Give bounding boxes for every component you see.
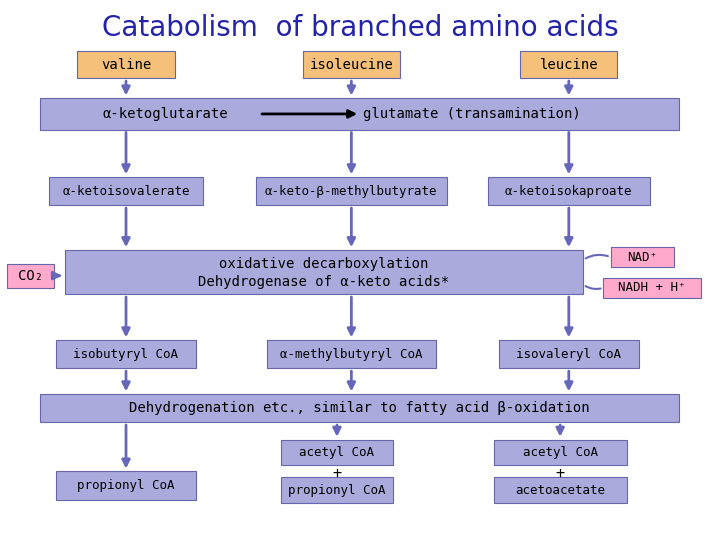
FancyBboxPatch shape bbox=[488, 177, 649, 205]
Text: α-methylbutyryl CoA: α-methylbutyryl CoA bbox=[280, 348, 423, 361]
FancyBboxPatch shape bbox=[521, 51, 618, 78]
Text: +: + bbox=[556, 465, 564, 481]
FancyBboxPatch shape bbox=[40, 98, 679, 130]
FancyBboxPatch shape bbox=[282, 477, 393, 503]
Text: α-ketoisovalerate: α-ketoisovalerate bbox=[62, 185, 190, 198]
Text: isoleucine: isoleucine bbox=[310, 58, 393, 72]
Text: oxidative decarboxylation: oxidative decarboxylation bbox=[220, 257, 428, 271]
Text: valine: valine bbox=[101, 58, 151, 72]
FancyBboxPatch shape bbox=[611, 247, 674, 267]
FancyBboxPatch shape bbox=[282, 440, 393, 465]
Text: NAD⁺: NAD⁺ bbox=[627, 251, 657, 264]
Text: Catabolism  of branched amino acids: Catabolism of branched amino acids bbox=[102, 14, 618, 42]
FancyBboxPatch shape bbox=[498, 340, 639, 368]
Text: glutamate (transamination): glutamate (transamination) bbox=[363, 107, 580, 121]
Text: propionyl CoA: propionyl CoA bbox=[77, 479, 175, 492]
Text: Dehydrogenase of α-keto acids*: Dehydrogenase of α-keto acids* bbox=[199, 275, 449, 289]
FancyBboxPatch shape bbox=[603, 278, 701, 298]
FancyBboxPatch shape bbox=[40, 394, 679, 422]
FancyBboxPatch shape bbox=[494, 477, 626, 503]
FancyBboxPatch shape bbox=[494, 440, 626, 465]
Text: α-keto-β-methylbutyrate: α-keto-β-methylbutyrate bbox=[265, 185, 438, 198]
Text: leucine: leucine bbox=[539, 58, 598, 72]
FancyBboxPatch shape bbox=[78, 51, 174, 78]
FancyBboxPatch shape bbox=[256, 177, 446, 205]
Text: acetyl CoA: acetyl CoA bbox=[523, 446, 598, 459]
FancyBboxPatch shape bbox=[302, 51, 400, 78]
Text: α-ketoglutarate: α-ketoglutarate bbox=[103, 107, 228, 121]
Text: NADH + H⁺: NADH + H⁺ bbox=[618, 281, 685, 294]
Text: isobutyryl CoA: isobutyryl CoA bbox=[73, 348, 179, 361]
FancyBboxPatch shape bbox=[7, 264, 54, 288]
FancyBboxPatch shape bbox=[55, 340, 196, 368]
FancyBboxPatch shape bbox=[55, 471, 196, 500]
Text: Dehydrogenation etc., similar to fatty acid β-oxidation: Dehydrogenation etc., similar to fatty a… bbox=[129, 401, 590, 415]
Text: acetoacetate: acetoacetate bbox=[516, 484, 605, 497]
FancyBboxPatch shape bbox=[65, 250, 583, 294]
Text: CO₂: CO₂ bbox=[18, 269, 43, 282]
FancyBboxPatch shape bbox=[266, 340, 436, 368]
FancyBboxPatch shape bbox=[48, 177, 203, 205]
Text: +: + bbox=[333, 465, 341, 481]
Text: acetyl CoA: acetyl CoA bbox=[300, 446, 374, 459]
Text: isovaleryl CoA: isovaleryl CoA bbox=[516, 348, 621, 361]
Text: α-ketoisokaproate: α-ketoisokaproate bbox=[505, 185, 633, 198]
Text: propionyl CoA: propionyl CoA bbox=[288, 484, 386, 497]
